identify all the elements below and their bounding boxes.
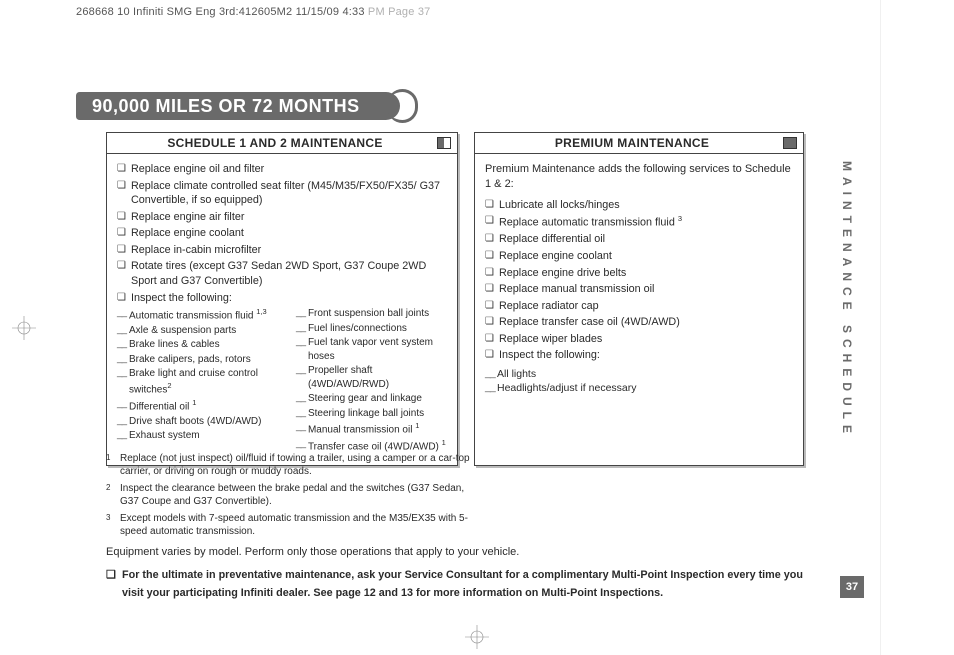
list-item: Differential oil 1 [117,398,286,414]
premium-box: PREMIUM MAINTENANCE Premium Maintenance … [474,132,804,466]
premium-head: PREMIUM MAINTENANCE [475,133,803,154]
list-item: Drive shaft boots (4WD/AWD) [117,415,286,429]
schedule12-body: Replace engine oil and filter Replace cli… [107,154,457,465]
list-item: Headlights/adjust if necessary [485,381,793,395]
schedule12-checklist: Replace engine oil and filter Replace cli… [117,162,447,305]
section-title-pill: 90,000 MILES OR 72 MONTHS [76,92,400,120]
list-item: Replace climate controlled seat filter (… [117,179,447,208]
premium-title: PREMIUM MAINTENANCE [481,136,783,150]
list-item: Replace engine coolant [117,226,447,241]
premium-checklist: Lubricate all locks/hingesReplace automa… [485,198,793,363]
premium-badge-icon [783,137,797,149]
schedule12-title: SCHEDULE 1 AND 2 MAINTENANCE [113,136,437,150]
list-item: Replace automatic transmission fluid 3 [485,214,793,230]
footnote-number: 3 [106,512,120,538]
list-item: Front suspension ball joints [296,307,447,321]
ultimate-note: ❏ For the ultimate in preventative maint… [106,566,806,603]
crop-info-line: 268668 10 Infiniti SMG Eng 3rd:412605M2 … [76,6,430,18]
list-item: Exhaust system [117,429,286,443]
list-item: Replace differential oil [485,232,793,247]
right-edge-rule [880,0,882,655]
side-tab: MAINTENANCE SCHEDULE [840,150,864,450]
list-item: Brake calipers, pads, rotors [117,353,286,367]
list-item: Inspect the following: [117,291,447,306]
crop-text-a: 268668 10 Infiniti SMG Eng 3rd:412605M2 … [76,6,368,18]
list-item: Propeller shaft (4WD/AWD/RWD) [296,364,447,391]
list-item: Automatic transmission fluid 1,3 [117,307,286,323]
list-item: All lights [485,367,793,381]
premium-inspect-list: All lightsHeadlights/adjust if necessary [485,367,793,395]
list-item: Replace engine oil and filter [117,162,447,177]
list-item: Replace radiator cap [485,299,793,314]
list-item: Replace in-cabin microfilter [117,243,447,258]
page-number-chip: 37 [840,576,864,598]
equipment-note: Equipment varies by model. Perform only … [106,546,519,558]
footnote-number: 2 [106,482,120,508]
premium-preamble: Premium Maintenance adds the following s… [485,162,793,192]
list-item: Brake light and cruise control switches2 [117,367,286,396]
footnote-text: Inspect the clearance between the brake … [120,482,476,508]
ultimate-check-icon: ❏ [106,566,122,603]
schedule12-inspect-right: Front suspension ball jointsFuel lines/c… [296,307,447,455]
list-item: Fuel tank vapor vent system hoses [296,336,447,363]
premium-body: Premium Maintenance adds the following s… [475,154,803,405]
schedule12-inspect-columns: Automatic transmission fluid 1,3Axle & s… [117,307,447,455]
page-number: 37 [846,581,858,593]
list-item: Replace engine drive belts [485,266,793,281]
section-title: 90,000 MILES OR 72 MONTHS [92,96,360,117]
list-item: Replace manual transmission oil [485,282,793,297]
list-item: Steering linkage ball joints [296,407,447,421]
maintenance-columns: SCHEDULE 1 AND 2 MAINTENANCE Replace eng… [106,132,804,466]
list-item: Lubricate all locks/hinges [485,198,793,213]
list-item: Fuel lines/connections [296,322,447,336]
list-item: Rotate tires (except G37 Sedan 2WD Sport… [117,259,447,288]
ultimate-text: For the ultimate in preventative mainten… [122,566,806,603]
schedule12-box: SCHEDULE 1 AND 2 MAINTENANCE Replace eng… [106,132,458,466]
schedule12-inspect-left: Automatic transmission fluid 1,3Axle & s… [117,307,286,455]
footnote-text: Replace (not just inspect) oil/fluid if … [120,452,476,478]
list-item: Replace engine coolant [485,249,793,264]
list-item: Manual transmission oil 1 [296,421,447,437]
registration-mark-left [12,316,36,340]
page: 268668 10 Infiniti SMG Eng 3rd:412605M2 … [0,0,954,655]
list-item: Replace transfer case oil (4WD/AWD) [485,315,793,330]
side-tab-label: MAINTENANCE SCHEDULE [840,150,854,450]
footnote: 2Inspect the clearance between the brake… [106,482,476,508]
list-item: Replace engine air filter [117,210,447,225]
schedule12-badge-icon [437,137,451,149]
list-item: Brake lines & cables [117,338,286,352]
registration-mark-bottom [465,625,489,649]
list-item: Inspect the following: [485,348,793,363]
footnote: 1Replace (not just inspect) oil/fluid if… [106,452,476,478]
footnotes: 1Replace (not just inspect) oil/fluid if… [106,452,476,542]
footnote-number: 1 [106,452,120,478]
schedule12-head: SCHEDULE 1 AND 2 MAINTENANCE [107,133,457,154]
footnote: 3Except models with 7-speed automatic tr… [106,512,476,538]
list-item: Steering gear and linkage [296,392,447,406]
crop-text-b: PM Page 37 [368,6,431,18]
list-item: Axle & suspension parts [117,324,286,338]
footnote-text: Except models with 7-speed automatic tra… [120,512,476,538]
list-item: Replace wiper blades [485,332,793,347]
